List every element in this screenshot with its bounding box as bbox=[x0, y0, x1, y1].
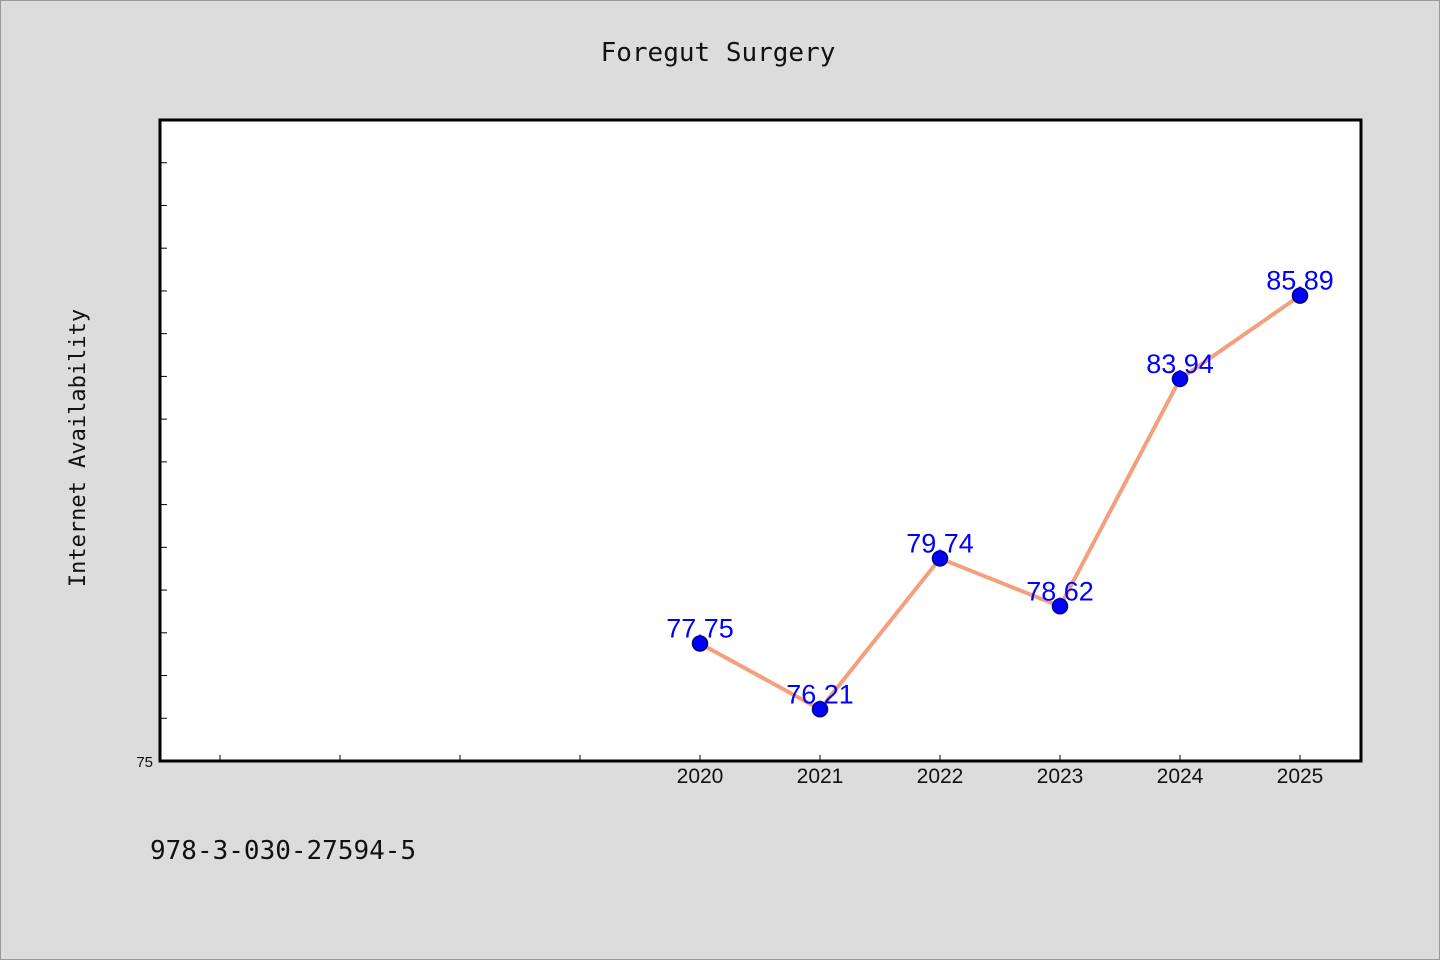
data-point-marker bbox=[811, 701, 829, 718]
x-tick-label: 2025 bbox=[1277, 765, 1324, 788]
isbn-label: 978-3-030-27594-5 bbox=[150, 836, 417, 866]
data-point-marker bbox=[1291, 287, 1309, 304]
x-tick-label: 2020 bbox=[677, 765, 724, 788]
data-point-marker bbox=[1171, 370, 1189, 388]
chart-title: Foregut Surgery bbox=[601, 38, 836, 68]
data-label: 83.94 bbox=[1146, 349, 1214, 379]
x-tick-label: 2023 bbox=[1037, 765, 1084, 788]
data-point-marker bbox=[1051, 598, 1069, 615]
data-label: 85.89 bbox=[1266, 266, 1334, 296]
data-label: 76.21 bbox=[786, 679, 854, 709]
x-tick-label: 2021 bbox=[797, 765, 844, 788]
data-label: 77.75 bbox=[666, 613, 734, 643]
series-line bbox=[698, 293, 1302, 712]
y-axis-ticks: 75 bbox=[136, 162, 167, 771]
data-label: 79.74 bbox=[906, 528, 974, 558]
data-point-marker bbox=[691, 635, 709, 652]
y-axis-label: Internet Availability bbox=[66, 309, 91, 587]
x-axis-ticks: 2020 2021 2022 2023 2024 2025 bbox=[219, 755, 1324, 788]
plot-area bbox=[158, 118, 1363, 763]
data-point-marker bbox=[931, 550, 949, 567]
data-label: 78.62 bbox=[1026, 576, 1094, 606]
x-tick-label: 2022 bbox=[917, 765, 964, 788]
y-tick-label: 75 bbox=[136, 754, 153, 771]
x-tick-label: 2024 bbox=[1157, 765, 1204, 788]
series-layer: 77.75 76.21 79.74 78.62 83.94 85.89 bbox=[666, 266, 1334, 718]
